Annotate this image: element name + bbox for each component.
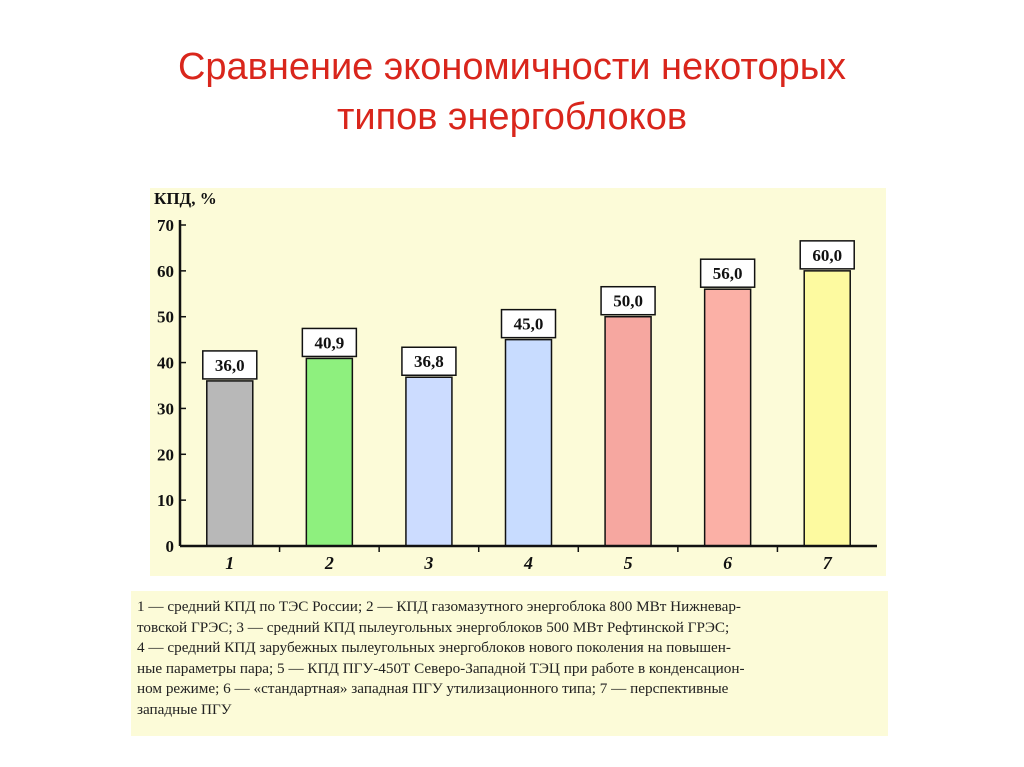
page-title-line-2: типов энергоблоков: [336, 96, 688, 138]
y-tick-label: 10: [157, 491, 174, 510]
y-tick-label: 0: [166, 537, 175, 556]
data-label-box: [799, 240, 855, 270]
data-label-box: [500, 308, 557, 339]
data-label-box: [301, 327, 358, 358]
y-axis: 0 10 20 30 40 50 60 70: [157, 216, 186, 556]
data-label-box: [699, 258, 756, 288]
bar: [604, 315, 652, 547]
bar: [405, 376, 453, 547]
legend-line: товской ГРЭС; 3 — средний КПД пылеугольн…: [137, 618, 730, 636]
legend-line: ном режиме; 6 — «стандартная» западная П…: [137, 680, 729, 698]
y-tick-label: 20: [157, 445, 174, 464]
bar: [504, 338, 553, 547]
x-tick-label: 1: [225, 553, 234, 573]
page-title-line-1: Сравнение экономичности некоторых: [177, 46, 847, 88]
y-axis-label: КПД, %: [154, 189, 217, 208]
data-label-box: [401, 346, 457, 376]
chart-panel: 0 10 20 30 40 50 60 70 36,0 40,9 36,8 45,0 50,0 56,0…: [150, 188, 886, 576]
bar-chart: 0 10 20 30 40 50 60 70 36,0 40,9 36,8 45,0 50,0 56,0…: [154, 189, 877, 573]
bar: [703, 288, 752, 547]
x-tick-label: 2: [324, 553, 334, 573]
x-tick-label: 7: [823, 553, 833, 573]
page-title: Сравнение экономичности некоторых типов …: [0, 42, 1024, 142]
data-label-box: [600, 285, 656, 316]
legend-note: 1 — средний КПД по ТЭС России; 2 — КПД г…: [131, 591, 888, 736]
data-label: 60,0: [812, 246, 842, 265]
legend-line: 1 — средний КПД по ТЭС России; 2 — КПД г…: [137, 598, 741, 615]
legend-line: западные ПГУ: [137, 700, 232, 718]
data-label: 50,0: [613, 292, 643, 311]
data-label: 45,0: [514, 315, 544, 334]
y-tick-label: 50: [157, 308, 174, 327]
data-label: 36,8: [414, 352, 444, 371]
bar: [305, 357, 354, 547]
bar: [206, 380, 254, 547]
y-tick-label: 70: [157, 216, 174, 235]
bars: 36,0 40,9 36,8 45,0 50,0 56,0 60,0: [202, 240, 855, 547]
data-label: 40,9: [314, 333, 344, 352]
x-axis: 1 2 3 4 5 6 7: [180, 544, 877, 573]
legend-line: 4 — средний КПД зарубежных пылеугольных …: [137, 639, 731, 657]
legend-line: ные параметры пара; 5 — КПД ПГУ-450Т Сев…: [137, 659, 745, 677]
x-tick-label: 6: [723, 553, 732, 573]
bar: [803, 270, 851, 547]
y-tick-label: 30: [157, 399, 174, 418]
y-tick-label: 40: [157, 354, 174, 373]
data-label: 56,0: [713, 264, 743, 283]
x-tick-label: 4: [523, 553, 533, 573]
x-tick-label: 5: [624, 553, 633, 573]
data-label-box: [202, 350, 258, 380]
x-tick-label: 3: [423, 553, 433, 573]
data-label: 36,0: [215, 356, 245, 375]
y-tick-label: 60: [157, 262, 174, 281]
